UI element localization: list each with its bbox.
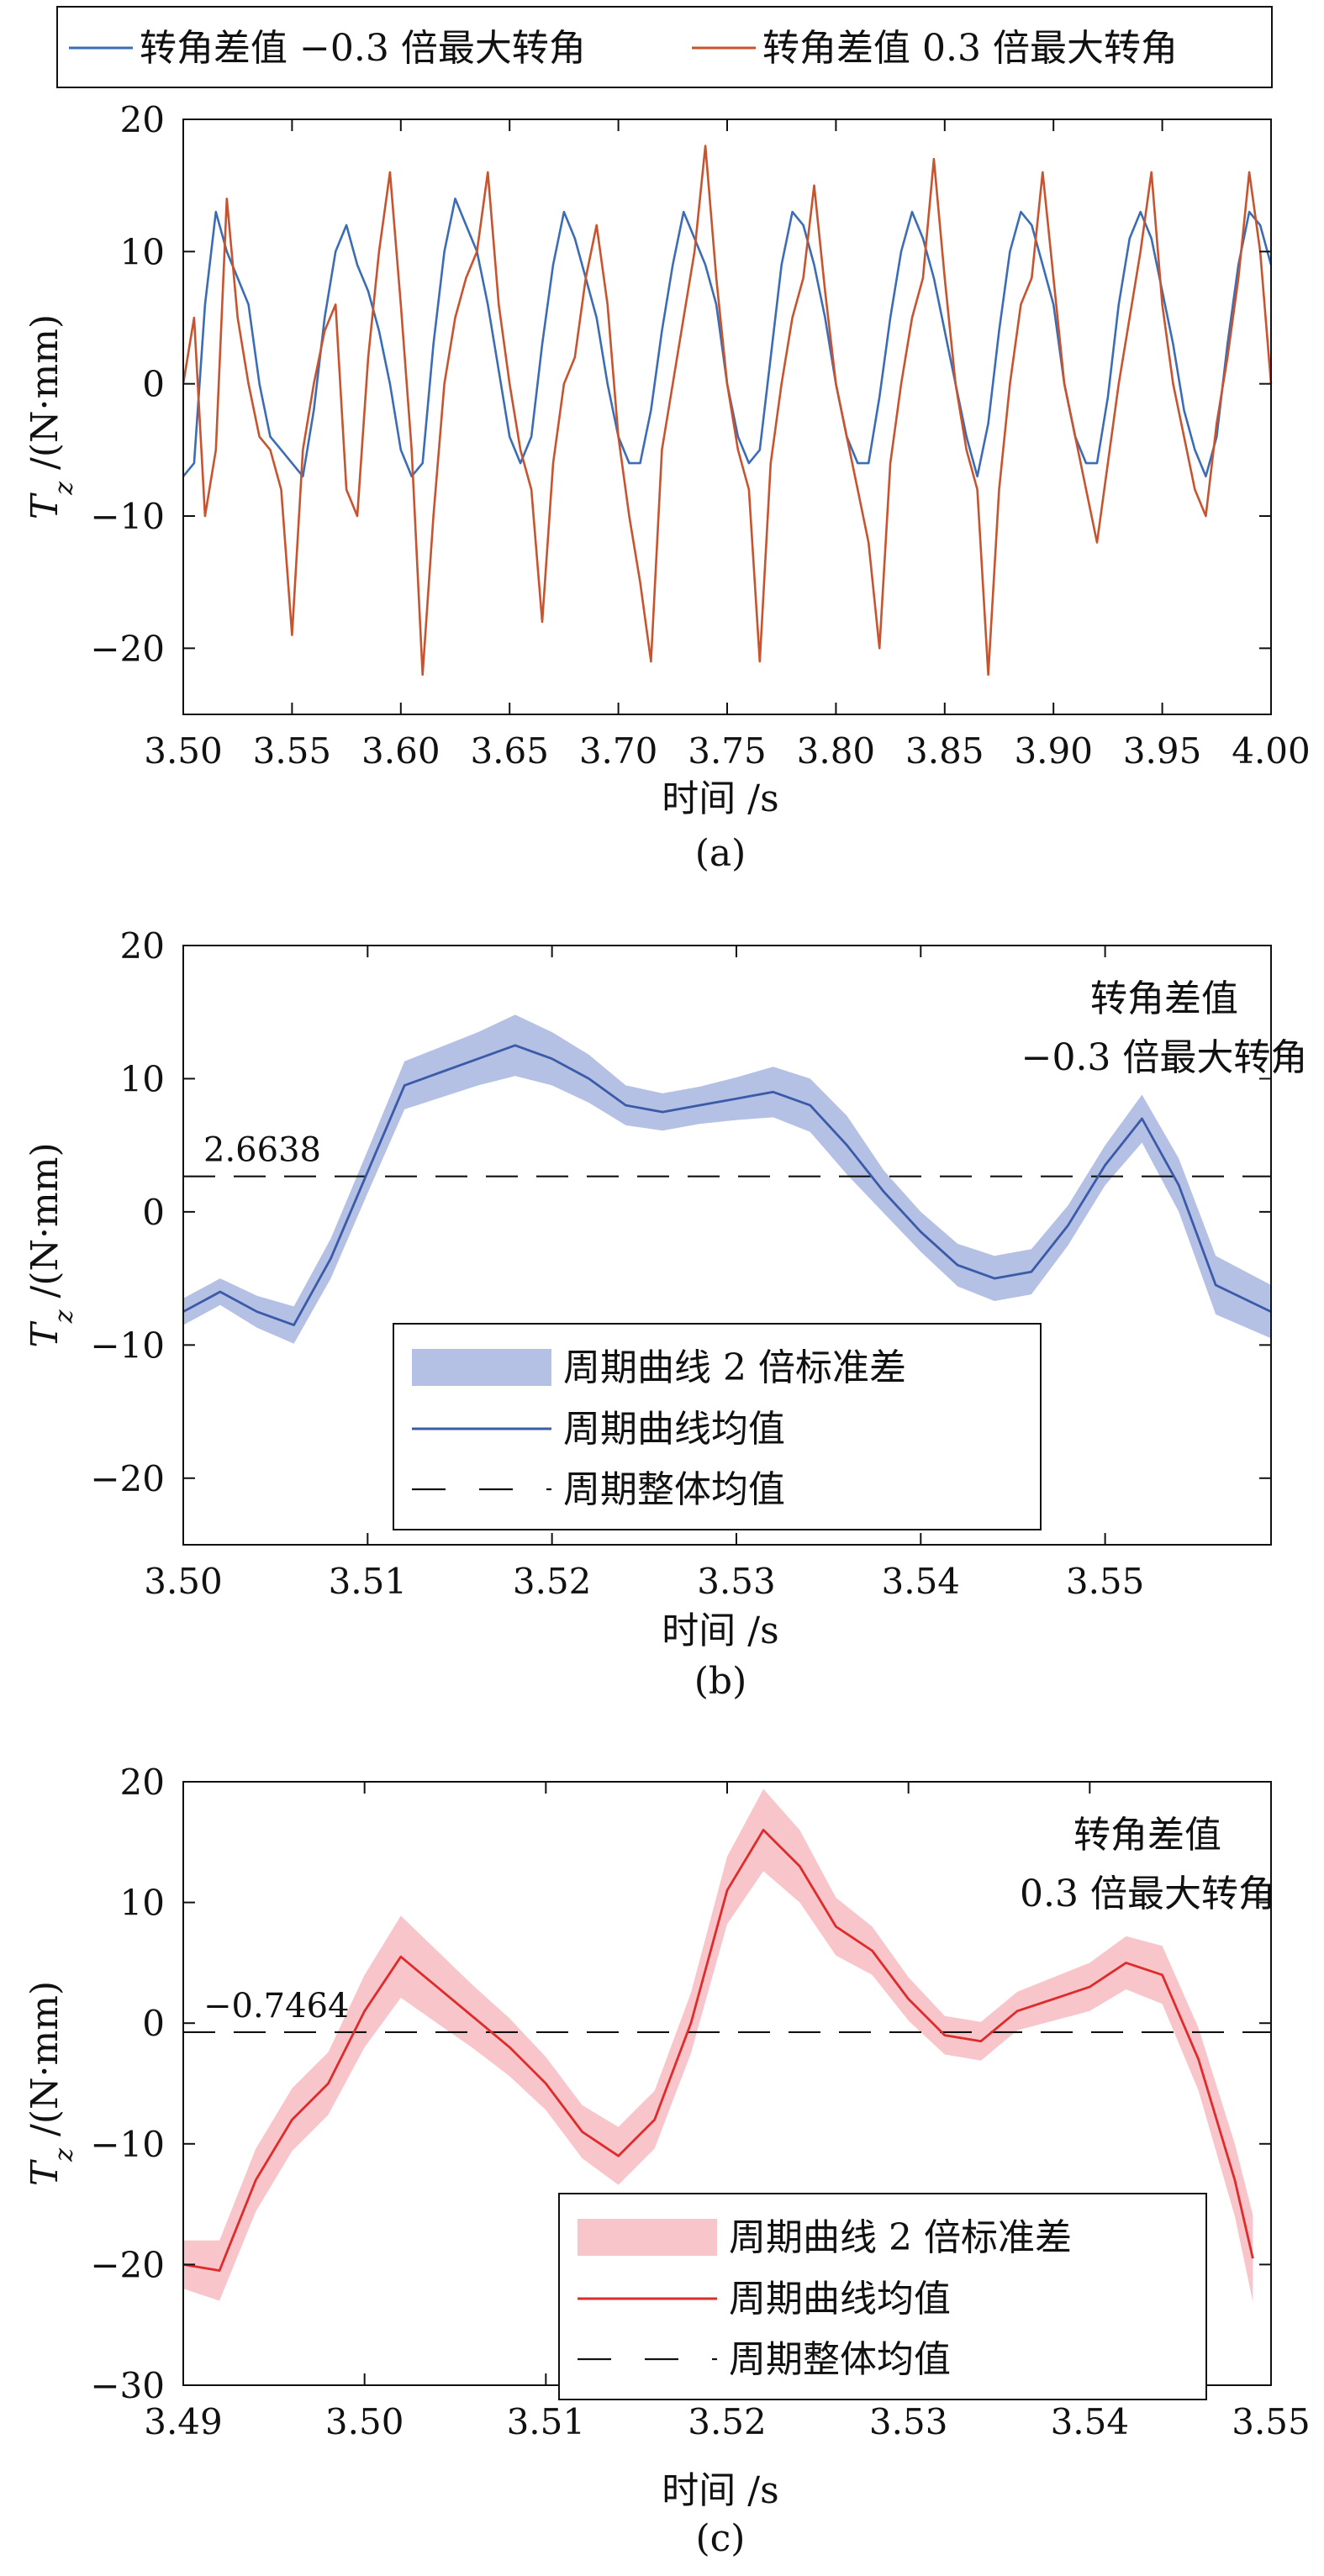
y-tick-label: −10 (90, 496, 165, 537)
std-band (183, 1014, 1271, 1344)
x-tick-label: 3.50 (144, 730, 223, 772)
y-label-unit: /(N·mm) (24, 1142, 66, 1309)
x-tick-label: 3.65 (470, 730, 549, 772)
legend-label-0: 周期曲线 2 倍标准差 (563, 1346, 906, 1389)
x-tick-label: 3.54 (1051, 2401, 1130, 2442)
chart-panel-a: 20 10 0 −10 −20 3.50 3.55 3.60 3.65 3.70 3.75 3.80 3… (24, 6, 1311, 875)
series-line-0 (182, 198, 1273, 478)
series-line-0 (182, 1044, 1272, 1326)
y-axis-label: Tz /(N·mm) (24, 314, 79, 519)
y-label-unit: /(N·mm) (24, 1981, 66, 2148)
y-tick-label: −20 (90, 2244, 165, 2285)
y-tick-label: 0 (142, 1192, 165, 1233)
x-tick-label: 3.95 (1123, 730, 1202, 772)
panel-caption: (c) (696, 2517, 746, 2560)
x-tick-label: 3.51 (507, 2401, 586, 2442)
y-tick-label: −10 (90, 1325, 165, 1366)
y-tick-label: −10 (90, 2124, 165, 2165)
legend-swatch-band (578, 2219, 717, 2256)
x-tick-label: 3.55 (1066, 1561, 1145, 1602)
panel-caption: (a) (695, 832, 746, 875)
mean-value-label: −0.7464 (203, 1987, 349, 2026)
y-label-symbol: T (24, 2158, 66, 2186)
x-tick-label: 4.00 (1232, 730, 1311, 772)
y-label-subscript: z (50, 1309, 79, 1324)
series-line-0 (182, 1829, 1254, 2272)
x-tick-label: 3.55 (253, 730, 332, 772)
legend: 转角差值 −0.3 倍最大转角 转角差值 0.3 倍最大转角 (56, 6, 1273, 88)
y-tick-label: 0 (142, 2003, 165, 2044)
x-tick-label: 3.70 (579, 730, 658, 772)
y-tick-label: −20 (90, 1458, 165, 1499)
legend-label-0: 周期曲线 2 倍标准差 (729, 2216, 1072, 2259)
panel-caption: (b) (694, 1660, 747, 1703)
legend-label-2: 周期整体均值 (729, 2338, 951, 2381)
y-label-symbol: T (24, 1320, 66, 1348)
y-tick-label: 10 (120, 231, 165, 272)
legend-label-1: 转角差值 0.3 倍最大转角 (762, 27, 1178, 70)
legend-label-0: 转角差值 −0.3 倍最大转角 (140, 27, 586, 70)
x-tick-label: 3.51 (329, 1561, 408, 1602)
y-label-subscript: z (50, 482, 79, 496)
x-axis-label: 时间 /s (662, 777, 778, 820)
plot-frame (182, 945, 1272, 1546)
y-tick-label: −20 (90, 628, 165, 669)
y-tick-label: −30 (90, 2365, 165, 2406)
chart-panel-b: 2.6638 20 10 0 −10 −20 3.50 3.51 3.52 3.53 3.54 3.5… (24, 925, 1307, 1703)
annotation-line-1: 转角差值 (1090, 977, 1238, 1020)
y-axis-label: Tz /(N·mm) (24, 1142, 79, 1347)
y-label-symbol: T (24, 492, 66, 519)
mean-value-label: 2.6638 (203, 1131, 321, 1170)
x-axis-label: 时间 /s (662, 1609, 778, 1652)
x-tick-label: 3.90 (1014, 730, 1093, 772)
x-tick-label: 3.55 (1232, 2401, 1311, 2442)
x-tick-label: 3.85 (905, 730, 984, 772)
x-tick-label: 3.52 (513, 1561, 592, 1602)
annotation-line-1: 转角差值 (1073, 1814, 1221, 1857)
x-tick-label: 3.53 (697, 1561, 776, 1602)
x-tick-label: 3.50 (144, 1561, 223, 1602)
y-tick-label: 0 (142, 364, 165, 405)
x-tick-label: 3.80 (797, 730, 876, 772)
legend-label-1: 周期曲线均值 (729, 2278, 951, 2321)
x-tick-label: 3.60 (361, 730, 440, 772)
x-tick-label: 3.54 (882, 1561, 961, 1602)
x-tick-label: 3.53 (869, 2401, 948, 2442)
y-tick-label: 10 (120, 1883, 165, 1924)
y-tick-label: 10 (120, 1058, 165, 1099)
y-label-subscript: z (50, 2148, 79, 2162)
legend-label-1: 周期曲线均值 (563, 1408, 785, 1451)
x-tick-label: 3.52 (688, 2401, 767, 2442)
annotation-line-2: 0.3 倍最大转角 (1020, 1873, 1275, 1915)
y-tick-label: 20 (120, 925, 165, 967)
y-axis-label: Tz /(N·mm) (24, 1981, 79, 2186)
x-tick-label: 3.50 (325, 2401, 404, 2442)
plot-frame (182, 119, 1272, 715)
y-tick-label: 20 (120, 1762, 165, 1803)
x-tick-label: 3.75 (688, 730, 767, 772)
x-tick-label: 3.49 (144, 2401, 223, 2442)
chart-panel-c: −0.7464 20 10 0 −10 −20 −303.49 3.50 3.51 3.52 3.5… (24, 1762, 1311, 2560)
legend-label-2: 周期整体均值 (563, 1468, 785, 1511)
series-line-1 (182, 145, 1273, 677)
x-axis-label: 时间 /s (662, 2469, 778, 2512)
annotation-line-2: −0.3 倍最大转角 (1021, 1036, 1308, 1079)
legend-swatch-band (412, 1349, 551, 1386)
std-band (183, 1788, 1253, 2302)
legend-box (56, 6, 1273, 88)
y-label-unit: /(N·mm) (24, 314, 66, 482)
y-tick-label: 20 (120, 99, 165, 140)
